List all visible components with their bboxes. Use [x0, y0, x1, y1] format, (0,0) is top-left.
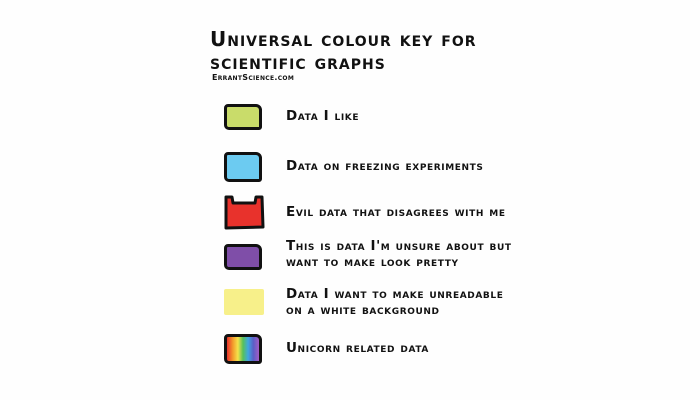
key-item-unicorn: Unicorn related data: [220, 330, 580, 370]
key-label: Data on freezing experiments: [286, 158, 484, 174]
key-item-data-i-like: Data I like: [220, 100, 580, 140]
yellow-green-square-icon: [224, 104, 262, 130]
key-item-unreadable: Data I want to make unreadable on a whit…: [220, 284, 580, 324]
key-label: Evil data that disagrees with me: [286, 204, 506, 220]
light-blue-square-icon: [224, 152, 262, 182]
key-label: Data I like: [286, 108, 360, 124]
key-item-unsure-pretty: This is data I'm unsure about but want t…: [220, 238, 580, 278]
key-label: This is data I'm unsure about but want t…: [286, 238, 512, 270]
credit-text: ErrantScience.com: [212, 73, 295, 82]
title-line-1: Universal colour key for: [210, 27, 477, 51]
pale-yellow-square-icon: [224, 289, 264, 315]
rainbow-square-icon: [224, 334, 262, 364]
purple-square-icon: [224, 244, 262, 270]
key-label: Data I want to make unreadable on a whit…: [286, 286, 504, 318]
key-item-freezing: Data on freezing experiments: [220, 148, 580, 188]
key-label: Unicorn related data: [286, 340, 429, 356]
red-horned-square-icon: [224, 195, 265, 230]
title-line-2: scientific graphs: [210, 50, 386, 74]
key-item-evil-data: Evil data that disagrees with me: [220, 193, 580, 233]
page-title: Universal colour key for scientific grap…: [210, 28, 570, 74]
